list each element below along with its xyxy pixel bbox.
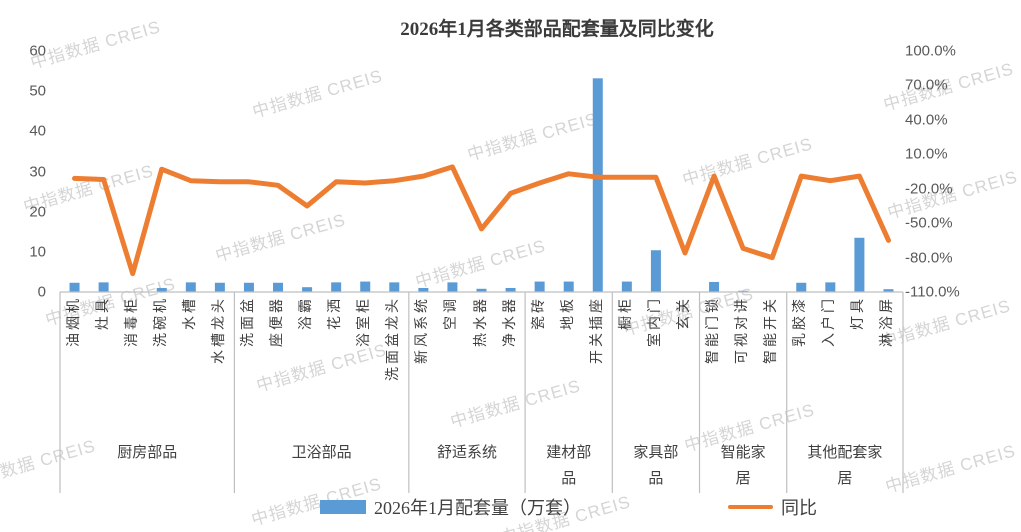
category-label-洗面盆龙头: 洗面盆龙头: [386, 296, 402, 381]
group-label-舒适系统: 舒适系统: [409, 440, 525, 466]
bar-油烟机: [69, 282, 80, 292]
bar-新风系统: [418, 287, 429, 292]
right-axis-tick: 10.0%: [905, 145, 948, 163]
bar-洗面盆龙头: [389, 282, 400, 292]
category-label-油烟机: 油烟机: [66, 296, 82, 347]
category-label-水槽: 水槽: [182, 296, 198, 330]
category-label-消毒柜: 消毒柜: [124, 296, 140, 347]
right-axis-tick: 40.0%: [905, 111, 948, 129]
category-label-乳胶漆: 乳胶漆: [793, 296, 809, 347]
category-label-橱柜: 橱柜: [618, 296, 634, 330]
category-label-入户门: 入户门: [822, 296, 838, 347]
category-label-玄关: 玄关: [676, 296, 692, 330]
chart-title: 2026年1月各类部品配套量及同比变化: [400, 19, 714, 40]
legend-bar-label: 2026年1月配套量（万套）: [374, 498, 581, 518]
category-label-灯具: 灯具: [851, 296, 867, 330]
category-label-水槽龙头: 水槽龙头: [211, 296, 227, 364]
group-label-家具部品: 家具部品: [612, 440, 699, 492]
bar-净水器: [505, 287, 516, 292]
group-label-text: 家具部品: [633, 445, 679, 487]
category-label-热水器: 热水器: [473, 296, 489, 347]
right-axis-tick: -50.0%: [905, 214, 953, 232]
left-axis-tick: 60: [29, 42, 46, 60]
category-label-智能门锁: 智能门锁: [706, 296, 722, 364]
category-label-净水器: 净水器: [502, 296, 518, 347]
category-label-浴霸: 浴霸: [299, 296, 315, 330]
left-axis-tick: 40: [29, 122, 46, 140]
bar-灯具: [854, 237, 865, 292]
category-label-花洒: 花洒: [328, 296, 344, 330]
bar-乳胶漆: [796, 282, 807, 292]
category-label-洗面盆: 洗面盆: [240, 296, 256, 347]
legend-bar-swatch: [320, 500, 366, 514]
category-label-新风系统: 新风系统: [415, 296, 431, 364]
group-label-其他配套家居: 其他配套家居: [787, 440, 903, 492]
group-label-text: 舒适系统: [436, 445, 497, 461]
bar-洗碗机: [156, 287, 167, 292]
right-axis-tick: -80.0%: [905, 249, 953, 267]
category-label-地板: 地板: [560, 296, 576, 330]
bar-热水器: [476, 288, 487, 292]
bar-空调: [447, 282, 458, 292]
group-label-智能家居: 智能家居: [700, 440, 787, 492]
bar-瓷砖: [534, 281, 545, 292]
group-label-text: 建材部品: [546, 445, 592, 487]
group-label-建材部品: 建材部品: [525, 440, 612, 492]
bar-座便器: [273, 282, 284, 292]
category-label-座便器: 座便器: [270, 296, 286, 347]
legend-item-line: 同比: [728, 494, 817, 520]
bar-浴霸: [302, 287, 313, 292]
bar-入户门: [825, 282, 836, 292]
bar-浴室柜: [360, 281, 371, 292]
group-label-text: 其他配套家居: [807, 445, 883, 487]
bar-开关插座: [592, 78, 603, 293]
bar-地板: [563, 281, 574, 292]
category-label-淋浴屏: 淋浴屏: [880, 296, 896, 347]
left-axis-tick: 20: [29, 203, 46, 221]
legend-line-swatch: [728, 505, 773, 509]
category-label-可视对讲: 可视对讲: [735, 296, 751, 364]
right-axis-tick: 100.0%: [905, 42, 956, 60]
left-axis-tick: 50: [29, 82, 46, 100]
bar-水槽: [185, 282, 196, 292]
group-label-厨房部品: 厨房部品: [60, 440, 234, 466]
bar-智能门锁: [709, 281, 720, 292]
bar-花洒: [331, 282, 342, 292]
category-label-室内门: 室内门: [647, 296, 663, 347]
bar-洗面盆: [243, 282, 254, 292]
bar-灶具: [98, 282, 109, 292]
right-axis-tick: -110.0%: [905, 283, 960, 301]
bar-水槽龙头: [214, 282, 225, 292]
category-label-灶具: 灶具: [95, 296, 111, 330]
category-label-浴室柜: 浴室柜: [357, 296, 373, 347]
category-label-洗碗机: 洗碗机: [153, 296, 169, 347]
group-label-text: 智能家居: [720, 445, 766, 487]
left-axis-tick: 0: [37, 283, 46, 301]
group-label-text: 卫浴部品: [291, 445, 352, 461]
bar-淋浴屏: [883, 289, 894, 292]
bar-可视对讲: [738, 290, 749, 292]
category-label-开关插座: 开关插座: [589, 296, 605, 364]
group-label-卫浴部品: 卫浴部品: [234, 440, 408, 466]
left-axis-tick: 30: [29, 163, 46, 180]
legend-item-bars: 2026年1月配套量（万套）: [320, 494, 581, 520]
bar-橱柜: [621, 281, 632, 292]
category-label-空调: 空调: [444, 296, 460, 330]
left-axis-tick: 10: [29, 243, 46, 261]
category-label-瓷砖: 瓷砖: [531, 296, 547, 330]
yoy-line: [72, 164, 891, 277]
category-label-智能开关: 智能开关: [764, 296, 780, 364]
legend-line-label: 同比: [781, 498, 817, 518]
group-label-text: 厨房部品: [117, 445, 178, 461]
bar-室内门: [650, 250, 661, 292]
right-axis-tick: -20.0%: [905, 180, 953, 198]
right-axis-tick: 70.0%: [905, 76, 948, 94]
